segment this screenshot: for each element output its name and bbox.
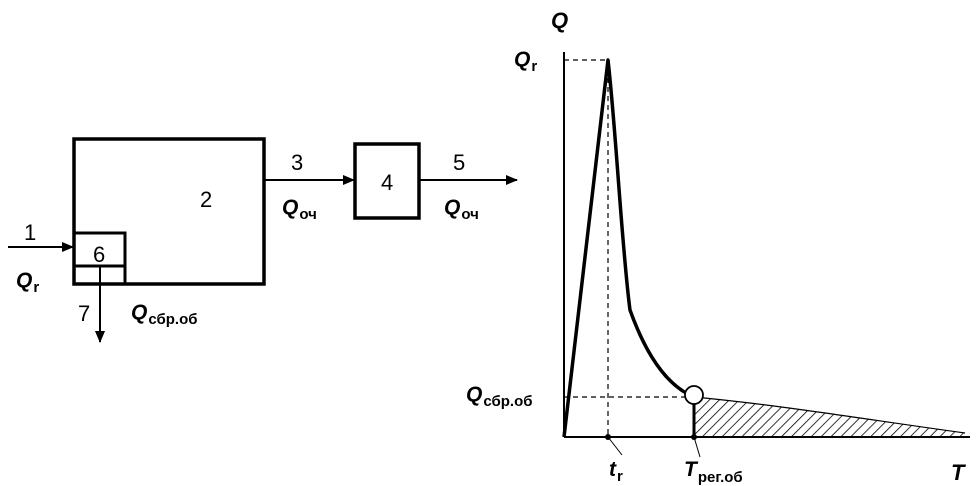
x-mark-treg: Tрег.об [684,458,743,486]
label-5: 5 [453,150,465,175]
label-3: 3 [291,150,303,175]
label-2: 2 [200,187,212,212]
flow-label-q-clean-1: Qоч [282,196,317,223]
label-7: 7 [78,301,90,326]
label-1: 1 [24,220,36,245]
hydrograph: Q T Qr Qсбр.об tr Tрег.об [466,8,970,486]
hatched-area [694,397,965,437]
x-mark-tr: tr [609,458,623,485]
label-4: 4 [381,170,393,195]
flow-label-q-discharge: Qсбр.об [131,301,198,328]
y-axis-label: Q [551,8,568,33]
tr-leader [607,436,623,456]
x-axis-label: T [951,460,966,485]
treatment-scheme: 2 6 1 3 4 5 7 Qr Qоч Qоч Qсбр.об [8,137,518,343]
flow-label-q-clean-2: Qоч [444,196,479,223]
discharge-point-marker [684,385,704,405]
y-mark-discharge: Qсбр.об [466,383,533,410]
storage-tank-2 [72,137,266,286]
y-mark-peak: Qr [514,48,537,75]
hydrograph-tail [693,396,966,434]
treg-leader [693,436,701,458]
flow-label-q-in: Qr [16,269,39,296]
label-6: 6 [93,242,105,267]
hydrograph-curve [562,58,695,438]
